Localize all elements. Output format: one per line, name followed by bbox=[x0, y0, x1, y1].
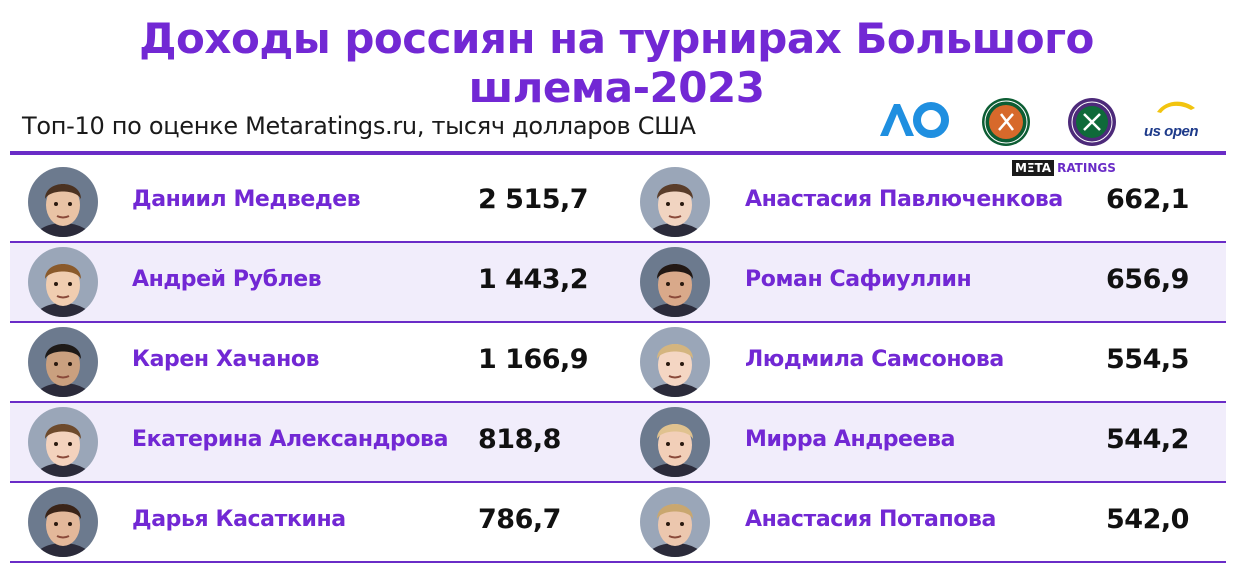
player-name: Екатерина Александрова bbox=[132, 427, 449, 452]
metaratings-badge-meta: MΞTA bbox=[1012, 160, 1055, 176]
player-avatar bbox=[640, 487, 710, 557]
roland-garros-logo bbox=[982, 98, 1030, 146]
player-name: Даниил Медведев bbox=[132, 187, 361, 212]
table-row: Карен Хачанов 1 166,9 Людмила Самсонова 554… bbox=[10, 323, 1226, 403]
earnings-value: 662,1 bbox=[1106, 184, 1189, 215]
earnings-value: 786,7 bbox=[478, 504, 561, 535]
player-avatar bbox=[28, 167, 98, 237]
earnings-value: 542,0 bbox=[1106, 504, 1189, 535]
table-row: Екатерина Александрова 818,8 Мирра Андреев… bbox=[10, 403, 1226, 483]
player-avatar bbox=[640, 407, 710, 477]
player-avatar bbox=[640, 247, 710, 317]
player-avatar bbox=[640, 327, 710, 397]
us-open-logo bbox=[1157, 101, 1195, 113]
player-name: Роман Сафиуллин bbox=[745, 267, 972, 292]
player-avatar bbox=[28, 487, 98, 557]
earnings-value: 2 515,7 bbox=[478, 184, 589, 215]
table-row: Андрей Рублев 1 443,2 Роман Сафиуллин 656,9 bbox=[10, 243, 1226, 323]
player-name: Дарья Касаткина bbox=[132, 507, 346, 532]
table-row: Даниил Медведев 2 515,7 Анастасия Павлючен… bbox=[10, 163, 1226, 243]
earnings-value: 554,5 bbox=[1106, 344, 1189, 375]
us-open-wordmark: us open bbox=[1144, 123, 1199, 140]
earnings-value: 656,9 bbox=[1106, 264, 1189, 295]
earnings-value: 544,2 bbox=[1106, 424, 1189, 455]
player-avatar bbox=[28, 407, 98, 477]
metaratings-badge: MΞTA RATINGS bbox=[1012, 159, 1119, 177]
wimbledon-logo bbox=[1068, 98, 1116, 146]
player-avatar bbox=[28, 247, 98, 317]
earnings-value: 1 443,2 bbox=[478, 264, 589, 295]
player-name: Анастасия Павлюченкова bbox=[745, 187, 1063, 212]
player-name: Андрей Рублев bbox=[132, 267, 322, 292]
player-name: Мирра Андреева bbox=[745, 427, 956, 452]
player-name: Анастасия Потапова bbox=[745, 507, 996, 532]
table-row: Дарья Касаткина 786,7 Анастасия Потапова 54… bbox=[10, 483, 1226, 563]
player-name: Карен Хачанов bbox=[132, 347, 320, 372]
player-avatar bbox=[28, 327, 98, 397]
page-subtitle: Топ-10 по оценке Metaratings.ru, тысяч д… bbox=[22, 112, 696, 140]
australian-open-logo bbox=[880, 102, 949, 138]
page-title: Доходы россиян на турнирах Большого шлем… bbox=[139, 14, 1094, 112]
top-divider bbox=[10, 151, 1226, 155]
player-avatar bbox=[640, 167, 710, 237]
player-name: Людмила Самсонова bbox=[745, 347, 1004, 372]
metaratings-badge-ratings: RATINGS bbox=[1057, 161, 1116, 175]
tournament-logos: us open bbox=[0, 94, 1233, 154]
earnings-value: 818,8 bbox=[478, 424, 561, 455]
earnings-value: 1 166,9 bbox=[478, 344, 589, 375]
